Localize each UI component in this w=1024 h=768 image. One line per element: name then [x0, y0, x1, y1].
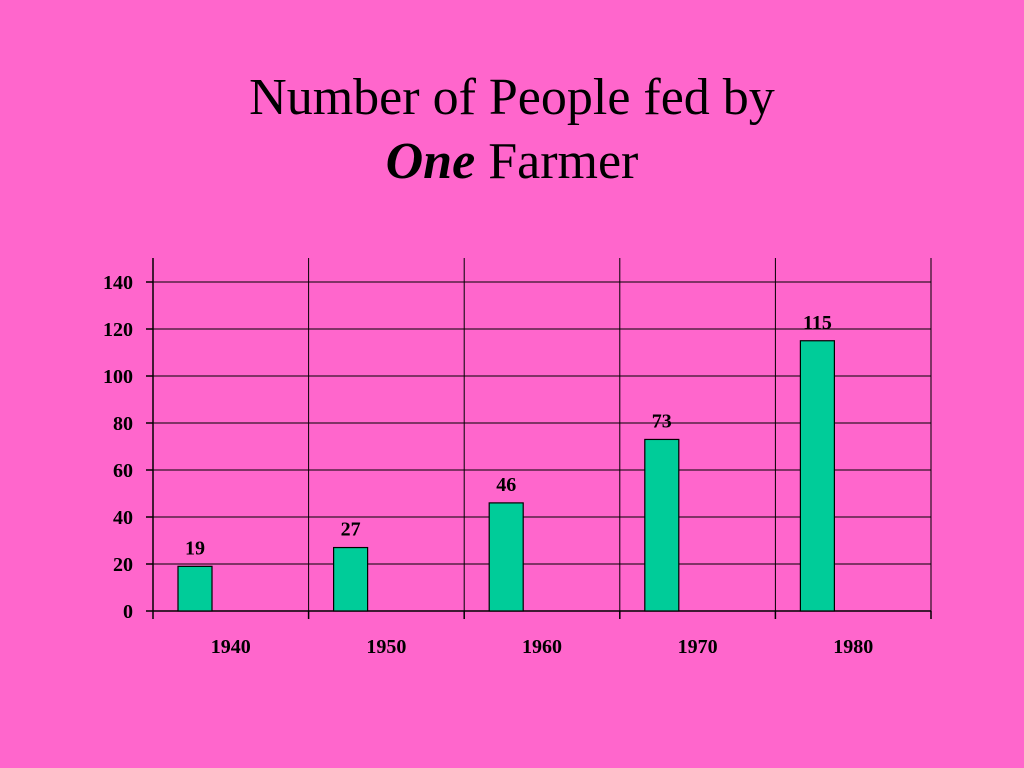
y-tick-label-100: 100 [103, 366, 133, 388]
title-line-1: Number of People fed by [249, 69, 775, 126]
y-tick-label-120: 120 [103, 319, 133, 341]
y-tick-label-60: 60 [113, 460, 133, 482]
data-label-1980: 115 [803, 312, 832, 334]
x-tick-label-1970: 1970 [678, 636, 718, 658]
data-label-1950: 27 [341, 519, 361, 541]
data-label-1940: 19 [185, 537, 205, 559]
bar-1980 [799, 340, 836, 612]
title-emphasis: One [385, 133, 476, 190]
bar-1940 [177, 565, 213, 612]
x-tick-label-1940: 1940 [211, 636, 251, 658]
slide-title: Number of People fed by One Farmer [0, 66, 1024, 194]
title-line-2: One Farmer [0, 130, 1024, 194]
y-tick-label-40: 40 [113, 507, 133, 529]
bar-1960 [488, 502, 524, 612]
bar-1950 [333, 546, 369, 612]
x-tick-label-1950: 1950 [366, 636, 406, 658]
y-tick-label-80: 80 [113, 413, 133, 435]
bar-1970 [644, 438, 680, 612]
y-tick-label-0: 0 [123, 601, 133, 623]
y-tick-label-140: 140 [103, 272, 133, 294]
x-tick-label-1960: 1960 [522, 636, 562, 658]
title-rest: Farmer [475, 133, 639, 190]
data-label-1970: 73 [652, 410, 672, 432]
data-label-1960: 46 [496, 474, 516, 496]
y-tick-label-20: 20 [113, 554, 133, 576]
x-tick-label-1980: 1980 [833, 636, 873, 658]
